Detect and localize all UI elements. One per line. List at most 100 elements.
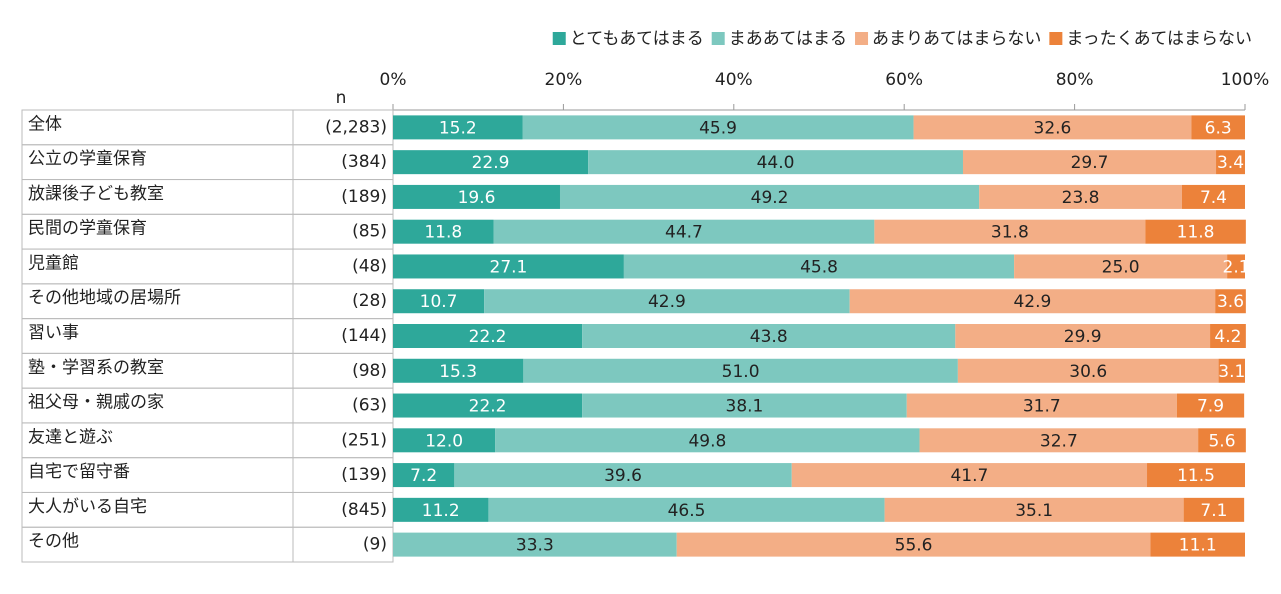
value-label: 46.5 <box>668 501 706 521</box>
value-label: 15.2 <box>439 118 477 138</box>
x-tick-label: 40% <box>715 70 753 90</box>
category-label: 公立の学童保育 <box>28 149 147 169</box>
value-label: 7.2 <box>410 466 437 486</box>
bar-segment <box>488 497 885 522</box>
x-tick-label: 20% <box>545 70 583 90</box>
legend-swatch <box>1049 32 1063 45</box>
bar-segment <box>1215 289 1246 314</box>
category-label: 大人がいる自宅 <box>28 497 147 517</box>
bar-segment <box>676 532 1151 557</box>
value-label: 45.9 <box>699 118 737 138</box>
value-label: 35.1 <box>1015 501 1053 521</box>
value-label: 25.0 <box>1102 257 1140 277</box>
value-label: 29.9 <box>1064 327 1102 347</box>
bar-segment <box>1227 254 1245 279</box>
bar-segment <box>582 393 907 418</box>
bar-segment <box>493 219 875 244</box>
n-header: n <box>336 88 347 108</box>
n-label: (2,283) <box>325 117 387 137</box>
bar-segment <box>393 532 677 557</box>
bar-segment <box>588 150 963 175</box>
bar-segment <box>522 115 914 140</box>
category-label: その他地域の居場所 <box>28 288 181 308</box>
bar-segment <box>1216 150 1245 175</box>
value-label: 49.2 <box>751 188 789 208</box>
n-label: (9) <box>363 535 387 555</box>
value-label: 7.1 <box>1200 501 1227 521</box>
value-label: 30.6 <box>1069 362 1107 382</box>
value-label: 11.1 <box>1179 536 1217 556</box>
bar-segment <box>919 428 1199 453</box>
n-label: (28) <box>352 291 387 311</box>
n-label: (144) <box>341 326 387 346</box>
value-label: 55.6 <box>895 536 933 556</box>
legend-label: まああてはまる <box>729 29 847 49</box>
bar-segment <box>1218 358 1245 383</box>
category-label: 民間の学童保育 <box>28 219 147 239</box>
n-label: (85) <box>352 222 387 242</box>
bar-segment <box>393 184 560 209</box>
bar-segment <box>906 393 1177 418</box>
category-label: 放課後子ども教室 <box>28 184 164 204</box>
bar-segment <box>791 463 1148 488</box>
bar-segment <box>913 115 1192 140</box>
bar-segment <box>393 358 524 383</box>
n-label: (63) <box>352 396 387 416</box>
category-label: 塾・学習系の教室 <box>28 357 164 378</box>
bar-segment <box>393 463 455 488</box>
value-label: 42.9 <box>1013 292 1051 312</box>
bar-segment <box>393 428 496 453</box>
legend-swatch <box>552 32 566 45</box>
x-tick-label: 100% <box>1221 70 1270 90</box>
value-label: 11.8 <box>424 223 462 243</box>
bar-segment <box>957 358 1219 383</box>
category-label: 自宅で留守番 <box>28 462 130 482</box>
value-label: 22.9 <box>472 153 510 173</box>
bar-segment <box>874 219 1146 244</box>
n-label: (48) <box>352 256 387 276</box>
category-label: 友達と遊ぶ <box>28 427 113 447</box>
bar-segment <box>1210 324 1246 348</box>
x-tick-label: 60% <box>885 70 923 90</box>
value-label: 32.6 <box>1034 118 1072 138</box>
n-label: (384) <box>341 152 387 172</box>
table-cell <box>21 109 294 146</box>
value-label: 42.9 <box>648 292 686 312</box>
category-label: その他 <box>28 532 79 552</box>
value-label: 27.1 <box>490 257 528 277</box>
value-label: 44.0 <box>757 153 795 173</box>
value-label: 39.6 <box>604 466 642 486</box>
value-label: 32.7 <box>1040 431 1078 451</box>
bar-segment <box>393 393 583 418</box>
bar-segment <box>1183 497 1245 522</box>
value-label: 3.4 <box>1217 153 1244 173</box>
value-label: 51.0 <box>722 362 760 382</box>
value-label: 19.6 <box>458 188 496 208</box>
value-label: 10.7 <box>420 292 458 312</box>
category-label: 習い事 <box>28 323 79 343</box>
bar-segment <box>1176 393 1245 418</box>
category-label: 全体 <box>28 114 62 134</box>
value-label: 3.1 <box>1218 362 1245 382</box>
value-label: 5.6 <box>1208 431 1235 451</box>
bar-segment <box>393 219 494 244</box>
value-label: 29.7 <box>1071 153 1109 173</box>
bar-segment <box>1147 463 1245 488</box>
value-label: 11.2 <box>422 501 460 521</box>
bar-segment <box>884 497 1184 522</box>
value-label: 7.9 <box>1197 397 1224 417</box>
n-label: (845) <box>341 500 387 520</box>
legend-label: まったくあてはまらない <box>1066 29 1252 49</box>
bar-segment <box>393 150 589 175</box>
n-label: (189) <box>341 187 387 207</box>
value-label: 2.1 <box>1223 257 1250 277</box>
bar-segment <box>582 324 956 348</box>
bar-segment <box>393 497 489 522</box>
n-label: (251) <box>341 430 387 450</box>
x-tick-label: 80% <box>1056 70 1094 90</box>
bar-segment <box>523 358 958 383</box>
value-label: 11.5 <box>1177 466 1215 486</box>
legend-swatch <box>855 32 869 45</box>
category-label: 祖父母・親戚の家 <box>28 393 164 413</box>
